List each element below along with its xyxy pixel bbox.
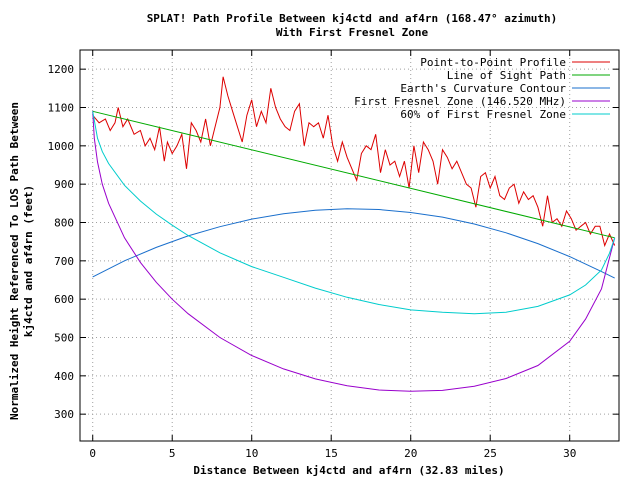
x-tick-label: 15 (325, 447, 338, 460)
y-tick-label: 1100 (48, 102, 75, 115)
x-tick-label: 30 (563, 447, 576, 460)
x-tick-label: 20 (404, 447, 417, 460)
y-tick-label: 800 (54, 217, 74, 230)
chart-subtitle: With First Fresnel Zone (276, 26, 429, 39)
y-tick-label: 400 (54, 370, 74, 383)
legend-label-earth-s-curvature-contour: Earth's Curvature Contour (400, 82, 566, 95)
x-tick-label: 25 (484, 447, 497, 460)
plot-frame (79, 49, 620, 442)
y-tick-label: 1200 (48, 63, 75, 76)
x-tick-label: 10 (245, 447, 258, 460)
axis-ticks: 0 5 10 15 20 25 30 300 400 500 600 700 800 900 1000 110… (48, 50, 619, 460)
series-layer (92, 76, 616, 392)
series-line-earth-s-curvature-contour (92, 208, 615, 279)
legend-label-line-of-sight-path: Line of Sight Path (447, 69, 566, 82)
x-tick-label: 0 (89, 447, 96, 460)
y-tick-label: 700 (54, 255, 74, 268)
y-tick-label: 300 (54, 408, 74, 421)
x-axis-label: Distance Between kj4ctd and af4rn (32.83… (193, 464, 504, 477)
y-axis-label-line-2: kj4ctd and af4rn (feet) (22, 185, 35, 337)
y-tick-label: 600 (54, 293, 74, 306)
series-line-60-of-first-fresnel-zone (92, 111, 616, 315)
y-tick-label: 500 (54, 332, 74, 345)
legend-label-60-of-first-fresnel-zone: 60% of First Fresnel Zone (400, 108, 566, 121)
series-line-first-fresnel-zone-146-520-mhz (92, 111, 616, 392)
legend-label-first-fresnel-zone-146-520-mhz: First Fresnel Zone (146.520 MHz) (354, 95, 566, 108)
y-tick-label: 1000 (48, 140, 75, 153)
x-tick-label: 5 (169, 447, 176, 460)
y-tick-label: 900 (54, 178, 74, 191)
series-line-line-of-sight-path (92, 110, 615, 239)
y-axis-label-line-1: Normalized Height Referenced To LOS Path… (8, 102, 21, 420)
chart-title: SPLAT! Path Profile Between kj4ctd and a… (147, 12, 558, 25)
legend-label-point-to-point-profile: Point-to-Point Profile (420, 56, 566, 69)
